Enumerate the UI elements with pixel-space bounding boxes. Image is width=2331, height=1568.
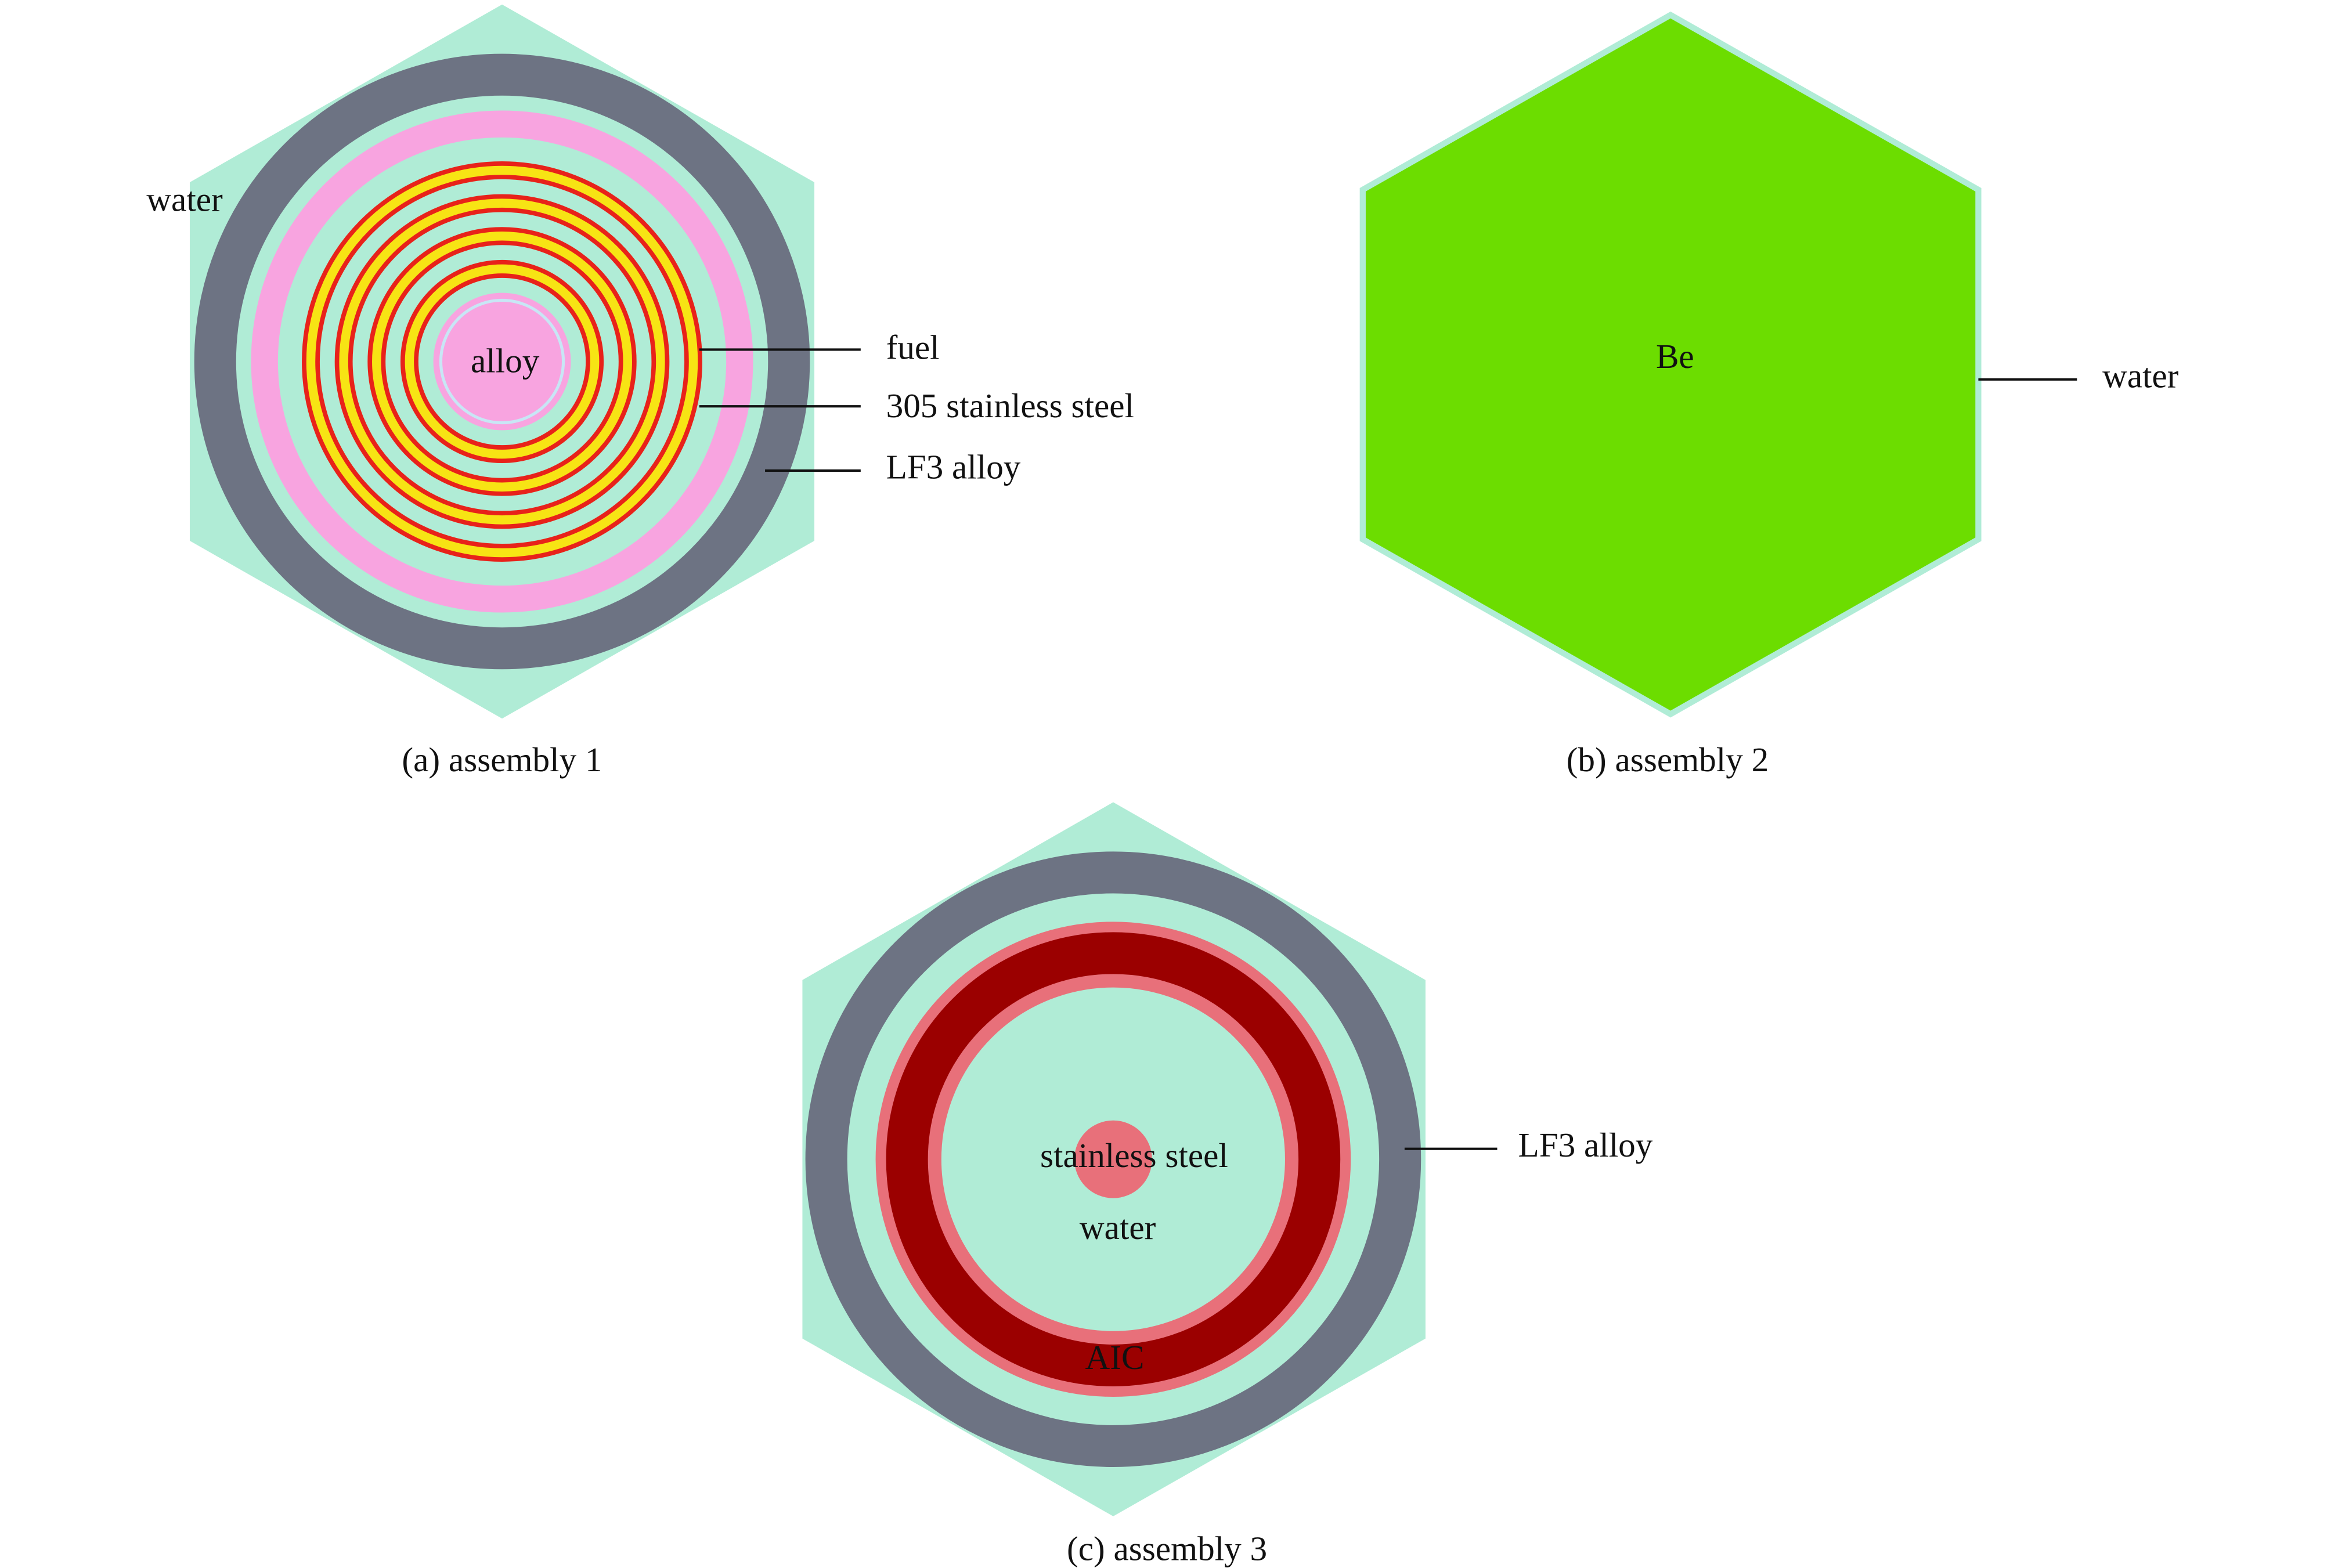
label: water xyxy=(146,180,223,219)
caption: (b) assembly 2 xyxy=(1567,740,1769,779)
alloy-core xyxy=(433,292,571,431)
fuel-rings xyxy=(302,161,702,562)
core-edge xyxy=(439,298,565,425)
lf3-ring xyxy=(194,53,810,670)
label: Be xyxy=(1656,337,1694,375)
label: 305 stainless steel xyxy=(886,386,1134,425)
assembly-3: stainless steel water AIC LF3 alloy (c) … xyxy=(802,802,1653,1567)
steel-core xyxy=(1074,1120,1152,1198)
fuel-ring xyxy=(372,232,632,492)
label: AIC xyxy=(1085,1338,1145,1376)
caption: (c) assembly 3 xyxy=(1067,1529,1267,1567)
label: stainless steel xyxy=(1040,1136,1228,1175)
assembly-1: water alloy fuel 305 stainless steel LF3… xyxy=(146,4,1134,779)
assembly-2: Be water (b) assembly 2 xyxy=(1359,11,2179,779)
hexagon xyxy=(1359,11,1982,718)
label: water xyxy=(2102,356,2179,395)
label: alloy xyxy=(471,342,540,380)
aic-ring xyxy=(886,932,1341,1386)
fuel-ring xyxy=(339,198,665,525)
lf3-ring xyxy=(805,851,1421,1467)
caption: (a) assembly 1 xyxy=(402,740,602,779)
label: LF3 alloy xyxy=(886,447,1021,486)
fuel-ring xyxy=(306,165,698,558)
pink-ring xyxy=(251,110,753,613)
fuel-ring xyxy=(405,264,600,459)
label: water xyxy=(1080,1208,1156,1247)
label: fuel xyxy=(886,328,940,367)
label: LF3 alloy xyxy=(1518,1126,1653,1164)
